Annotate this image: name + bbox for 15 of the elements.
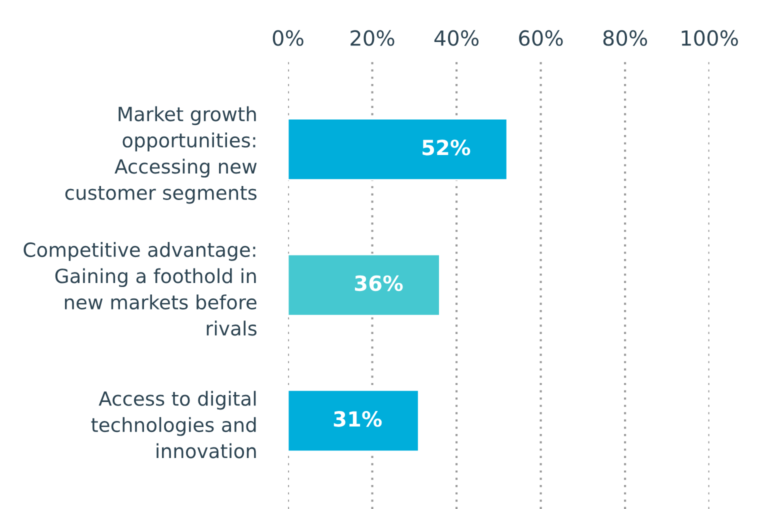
bar bbox=[288, 254, 440, 316]
x-tick-label: 100% bbox=[682, 30, 738, 46]
y-tick-label: Market growth opportunities: Accessing new customer segments bbox=[65, 106, 257, 204]
x-tick-label: 20% bbox=[350, 30, 394, 46]
bar bbox=[288, 118, 508, 181]
x-tick-label: 40% bbox=[434, 30, 479, 46]
bar bbox=[288, 390, 420, 452]
y-tick-label: Access to digital technologies and innovation bbox=[91, 390, 256, 458]
data-label: 31% bbox=[334, 411, 382, 427]
x-tick-label: 60% bbox=[519, 30, 563, 46]
data-label: 36% bbox=[354, 275, 403, 292]
x-tick-label: 80% bbox=[603, 30, 648, 46]
data-label: 52% bbox=[422, 140, 470, 156]
y-tick-label: Competitive advantage: Gaining a foothold in new markets before rivals bbox=[24, 242, 257, 336]
x-tick-label: 0% bbox=[272, 30, 304, 46]
